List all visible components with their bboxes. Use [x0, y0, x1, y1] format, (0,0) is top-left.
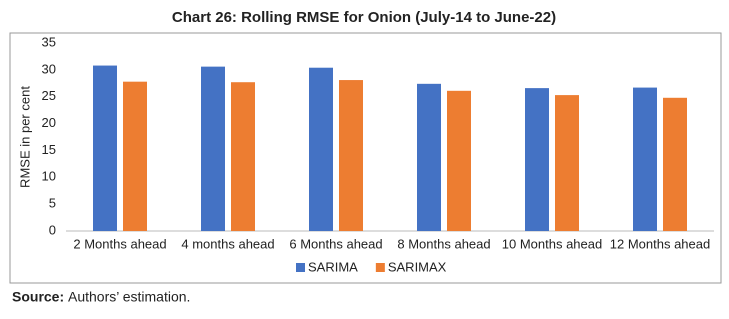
- y-tick-label: 20: [42, 115, 56, 130]
- legend-swatch: [296, 263, 305, 272]
- legend-label: SARIMAX: [388, 259, 447, 274]
- x-tick-label: 6 Months ahead: [289, 236, 382, 251]
- x-tick-label: 8 Months ahead: [397, 236, 490, 251]
- bar: [525, 88, 549, 232]
- x-tick-label: 10 Months ahead: [502, 236, 602, 251]
- bar: [633, 87, 657, 231]
- chart-frame: [9, 32, 722, 284]
- chart-title: Chart 26: Rolling RMSE for Onion (July-1…: [172, 9, 556, 26]
- y-tick-label: 15: [42, 142, 56, 157]
- bar: [93, 65, 117, 231]
- y-tick-label: 25: [42, 88, 56, 103]
- bar: [309, 67, 333, 231]
- x-tick-label: 2 Months ahead: [73, 236, 166, 251]
- source-label: Source:: [12, 289, 64, 305]
- bar: [339, 80, 363, 231]
- y-tick-label: 10: [42, 169, 56, 184]
- y-tick-label: 0: [49, 222, 56, 237]
- source-text: Authors’ estimation.: [68, 289, 190, 305]
- legend-label: SARIMA: [308, 259, 358, 274]
- bar: [417, 83, 441, 231]
- x-tick-label: 12 Months ahead: [610, 236, 710, 251]
- y-tick-label: 35: [42, 34, 56, 49]
- y-tick-label: 5: [49, 196, 56, 211]
- bar: [123, 81, 147, 231]
- bar: [663, 97, 687, 231]
- x-tick-label: 4 months ahead: [181, 236, 274, 251]
- legend-swatch: [375, 263, 385, 272]
- bar: [201, 66, 225, 232]
- y-tick-label: 30: [42, 61, 56, 76]
- y-axis-label: RMSE in per cent: [17, 86, 32, 188]
- bar: [231, 82, 255, 231]
- bar: [555, 95, 579, 231]
- bar: [447, 90, 471, 231]
